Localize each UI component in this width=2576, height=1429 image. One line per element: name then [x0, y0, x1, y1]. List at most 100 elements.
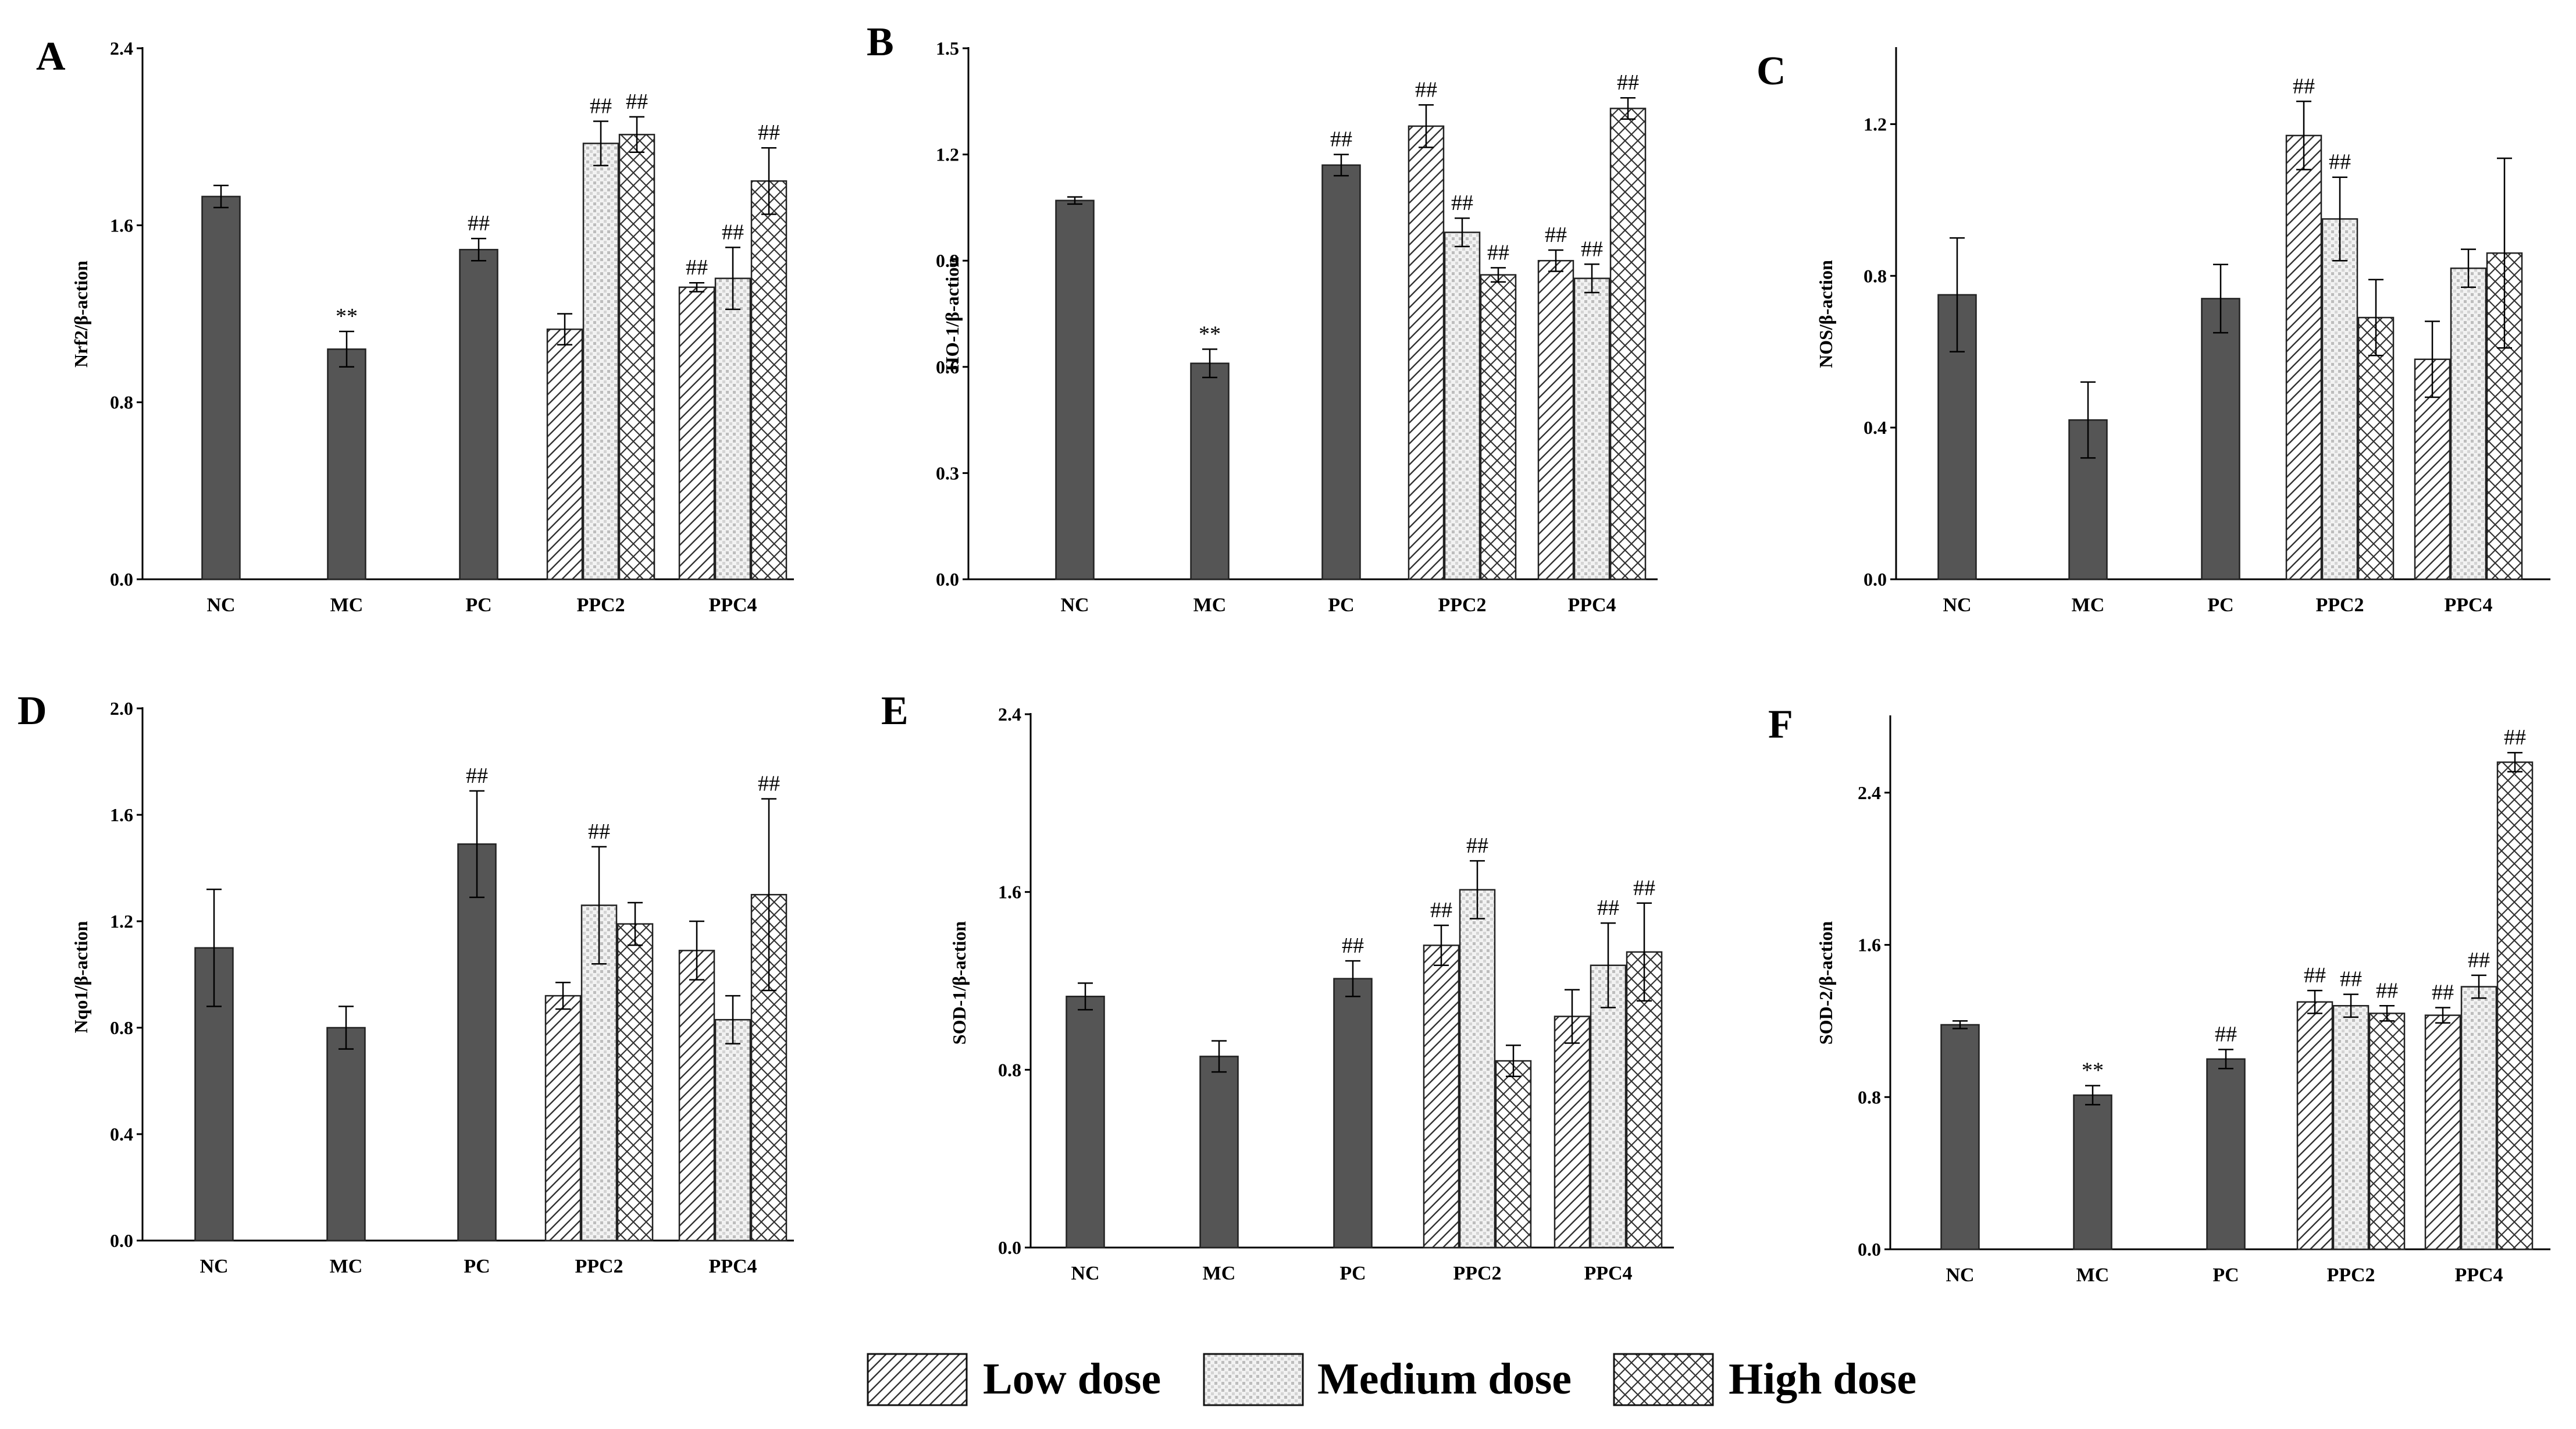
- chart-panel-f: F 0.0 0.8 1.6 2.4 SOD-2/β-action NC MC PC PPC2 PPC…: [1768, 702, 2550, 1286]
- bar-mc: [326, 1027, 366, 1242]
- y-tick-label: 0.8: [1858, 1086, 1881, 1107]
- significance-marker: ##: [468, 211, 490, 236]
- chart-panel-e: E 0.0 0.8 1.6 2.4 SOD-1/β-action NC MC PC PPC2 PPC…: [881, 689, 1674, 1284]
- bar-nc: [1940, 1024, 1980, 1250]
- bar-nc: [1066, 995, 1105, 1249]
- y-tick-label: 0.8: [110, 1017, 133, 1038]
- bar-ppc2-high: [2368, 1013, 2406, 1250]
- legend-label-med: Medium dose: [1317, 1355, 1572, 1403]
- x-tick-label: NC: [1943, 594, 1971, 616]
- x-tick-label: NC: [1946, 1264, 1974, 1286]
- bar-ppc2-med: [1444, 231, 1481, 580]
- legend-item-high: High dose: [1613, 1353, 1916, 1406]
- significance-marker: ##: [2432, 981, 2454, 1005]
- y-tick-label: 2.4: [998, 704, 1021, 725]
- bar-mc: [2073, 1094, 2112, 1250]
- bar-ppc4-high: [1609, 108, 1647, 580]
- legend-label-low: Low dose: [983, 1355, 1161, 1403]
- bar-pc: [1321, 164, 1361, 580]
- y-tick-label: 0.0: [936, 569, 959, 590]
- y-axis-label: HO-1/β-action: [942, 257, 963, 372]
- y-tick-label: 0.9: [936, 250, 959, 271]
- significance-marker: ##: [2376, 978, 2398, 1003]
- significance-marker: ##: [2340, 967, 2362, 992]
- bar-ppc2-med: [582, 142, 619, 580]
- x-tick-label: PC: [2207, 594, 2233, 616]
- x-tick-label: NC: [206, 594, 235, 616]
- significance-marker: ##: [722, 220, 744, 244]
- bar-ppc4-med: [714, 277, 751, 580]
- x-tick-label: MC: [1193, 594, 1227, 616]
- significance-marker: ##: [588, 819, 610, 844]
- y-tick-label: 2.4: [1858, 782, 1881, 803]
- bar-ppc2-med: [1459, 889, 1496, 1249]
- bar-pc: [459, 248, 498, 580]
- bar-mc: [327, 348, 366, 580]
- bar-pc: [2206, 1058, 2246, 1250]
- significance-marker: ##: [1581, 237, 1603, 261]
- bar-ppc2-high: [1480, 274, 1517, 580]
- x-tick-label: MC: [2072, 594, 2105, 616]
- significance-marker: ##: [466, 764, 488, 788]
- bar-ppc2-high: [618, 134, 655, 580]
- x-tick-label: PC: [1339, 1263, 1366, 1284]
- significance-marker: ##: [2329, 150, 2351, 174]
- bar-ppc2-low: [1423, 945, 1460, 1249]
- x-tick-label: MC: [1203, 1263, 1236, 1284]
- significance-marker: ##: [1342, 933, 1364, 958]
- y-tick-label: 0.8: [110, 392, 133, 413]
- x-tick-label: MC: [330, 594, 364, 616]
- x-tick-label: PPC2: [575, 1256, 623, 1277]
- panel-letter: B: [867, 20, 894, 65]
- bar-ppc4-med: [1590, 964, 1627, 1249]
- legend-item-low: Low dose: [867, 1353, 1161, 1406]
- y-axis-label: SOD-1/β-action: [949, 921, 970, 1045]
- significance-marker: ##: [758, 772, 780, 796]
- y-tick-label: 0.0: [1864, 569, 1887, 590]
- y-axis-label: NOS/β-action: [1815, 260, 1836, 368]
- significance-marker: **: [2082, 1059, 2104, 1083]
- y-tick-label: 2.4: [110, 38, 133, 59]
- y-tick-label: 1.2: [1864, 113, 1887, 134]
- x-tick-label: PPC2: [1438, 594, 1486, 616]
- bar-ppc2-low: [1408, 125, 1445, 580]
- significance-marker: ##: [1617, 70, 1639, 95]
- bar-ppc4-med: [2460, 986, 2497, 1250]
- y-tick-label: 0.4: [1864, 417, 1887, 438]
- bar-pc: [1333, 978, 1373, 1249]
- bar-ppc4-med: [2450, 267, 2487, 580]
- significance-marker: ##: [1487, 240, 1509, 265]
- bar-ppc4-high: [2496, 761, 2534, 1250]
- legend-swatch-med: [1203, 1353, 1304, 1406]
- x-tick-label: PPC2: [2315, 594, 2364, 616]
- significance-marker: ##: [626, 90, 648, 114]
- y-tick-label: 0.0: [998, 1237, 1021, 1258]
- bar-ppc4-low: [678, 950, 715, 1242]
- bar-ppc2-med: [2321, 218, 2358, 580]
- bar-ppc4-med: [1573, 277, 1611, 580]
- x-tick-label: PPC4: [2444, 594, 2492, 616]
- y-tick-label: 0.0: [1858, 1239, 1881, 1260]
- x-tick-label: PC: [2212, 1264, 2239, 1286]
- y-tick-label: 0.6: [936, 357, 959, 377]
- bar-ppc2-low: [546, 328, 583, 580]
- y-tick-label: 0.4: [110, 1124, 133, 1145]
- legend-swatch-high: [1613, 1353, 1714, 1406]
- significance-marker: **: [1199, 322, 1221, 346]
- y-tick-label: 1.2: [936, 144, 959, 165]
- y-tick-label: 1.6: [998, 882, 1021, 903]
- bar-ppc4-high: [750, 180, 788, 580]
- panel-letter: D: [17, 689, 47, 733]
- legend: Low dose Medium dose High dose: [867, 1353, 1916, 1406]
- bar-ppc4-med: [714, 1019, 751, 1242]
- panel-letter: F: [1768, 702, 1793, 747]
- bar-ppc2-high: [617, 923, 654, 1242]
- bar-ppc2-high: [2357, 316, 2395, 580]
- significance-marker: ##: [1545, 223, 1567, 247]
- y-tick-label: 0.0: [110, 1230, 133, 1251]
- significance-marker: ##: [2468, 948, 2490, 972]
- y-tick-label: 1.5: [936, 38, 959, 59]
- significance-marker: ##: [686, 255, 708, 280]
- x-tick-label: NC: [199, 1256, 228, 1277]
